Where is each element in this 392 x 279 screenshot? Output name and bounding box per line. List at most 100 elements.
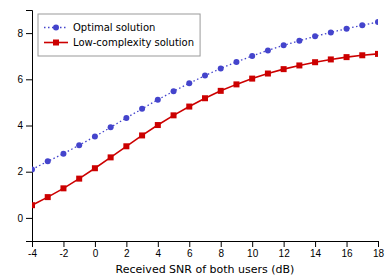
point (171, 88, 177, 94)
point (344, 54, 350, 60)
point (171, 112, 177, 118)
legend: Optimal solution Low-complexity solution (38, 14, 200, 56)
x-tick-label: 12 (279, 248, 291, 259)
x-tick: 14 (310, 241, 322, 259)
legend-label: Low-complexity solution (73, 37, 194, 48)
x-tick-mark (378, 241, 379, 247)
x-axis-line (33, 242, 379, 248)
point (92, 134, 98, 140)
x-tick-mark (221, 241, 222, 247)
point (359, 22, 365, 28)
point (296, 38, 302, 44)
x-axis-title: Received SNR of both users (dB) (116, 263, 295, 276)
x-tick-label: 10 (247, 248, 259, 259)
legend-label: Optimal solution (73, 22, 155, 33)
point (76, 176, 82, 182)
point (312, 33, 318, 39)
point (139, 106, 145, 112)
point (249, 76, 255, 82)
x-tick-mark (347, 241, 348, 247)
y-axis-line (26, 11, 33, 242)
x-axis: -4-2024681012141618 (28, 241, 384, 259)
chart: -4 -2 0 2 4 6 8 10 12 14 16 18 0 2 4 6 8 Received SNR of … (0, 0, 392, 279)
point (60, 151, 66, 157)
y-tick-mark (26, 172, 32, 173)
point (233, 81, 239, 87)
x-tick: 2 (124, 241, 130, 259)
point (265, 71, 271, 77)
point (296, 62, 302, 68)
point (186, 80, 192, 86)
y-tick-mark (26, 218, 32, 219)
legend-marker (53, 25, 59, 31)
point (281, 66, 287, 72)
x-tick-label: 4 (156, 248, 162, 259)
series-line (32, 22, 378, 169)
x-tick-mark (126, 241, 127, 247)
point (359, 52, 365, 58)
point (265, 47, 271, 53)
x-tick: 16 (341, 241, 353, 259)
point (123, 115, 129, 121)
x-tick-label: 8 (218, 248, 224, 259)
x-tick: 4 (156, 241, 162, 259)
series (32, 51, 378, 208)
y-tick-label: 0 (17, 213, 23, 224)
point (312, 59, 318, 65)
y-tick-label: 6 (17, 74, 23, 85)
y-axis: 0 2 4 6 8 (17, 11, 32, 242)
point (202, 73, 208, 79)
y-tick: 8 (17, 28, 32, 39)
y-tick: 6 (17, 74, 32, 85)
point (60, 185, 66, 191)
point (202, 95, 208, 101)
x-tick: -2 (60, 241, 69, 259)
point (328, 29, 334, 35)
x-tick: -4 (28, 241, 37, 259)
y-tick-label: 4 (17, 120, 23, 131)
point (218, 65, 224, 71)
point (328, 56, 334, 62)
x-tick: 12 (279, 241, 291, 259)
x-tick-mark (284, 241, 285, 247)
series-line (32, 54, 378, 205)
x-tick-label: 16 (341, 248, 353, 259)
x-tick-mark (189, 241, 190, 247)
point (186, 104, 192, 110)
point (155, 122, 161, 128)
point (249, 53, 255, 59)
point (108, 154, 114, 160)
x-tick-label: 6 (187, 248, 193, 259)
point (92, 165, 98, 171)
point (375, 51, 378, 57)
point (233, 59, 239, 65)
y-tick: 0 (17, 213, 32, 224)
y-tick: 4 (17, 120, 32, 131)
point (139, 132, 145, 138)
x-tick-mark (95, 241, 96, 247)
x-tick-label: 14 (310, 248, 322, 259)
x-tick-mark (158, 241, 159, 247)
x-tick-label: -4 (28, 248, 37, 259)
legend-item: Low-complexity solution (44, 37, 194, 48)
point (155, 97, 161, 103)
point (108, 124, 114, 130)
x-tick-label: -2 (60, 248, 69, 259)
marks (32, 19, 378, 208)
point (45, 158, 51, 164)
point (45, 194, 51, 200)
point (375, 19, 378, 25)
point (344, 26, 350, 32)
point (76, 142, 82, 148)
x-tick: 18 (373, 241, 385, 259)
x-tick: 6 (187, 241, 193, 259)
x-tick-label: 2 (124, 248, 130, 259)
x-tick-mark (315, 241, 316, 247)
point (32, 166, 35, 172)
y-tick-label: 8 (17, 28, 23, 39)
legend-box (38, 14, 200, 56)
point (281, 42, 287, 48)
x-tick: 10 (247, 241, 259, 259)
y-tick: 2 (17, 166, 32, 177)
y-tick-mark (26, 79, 32, 80)
